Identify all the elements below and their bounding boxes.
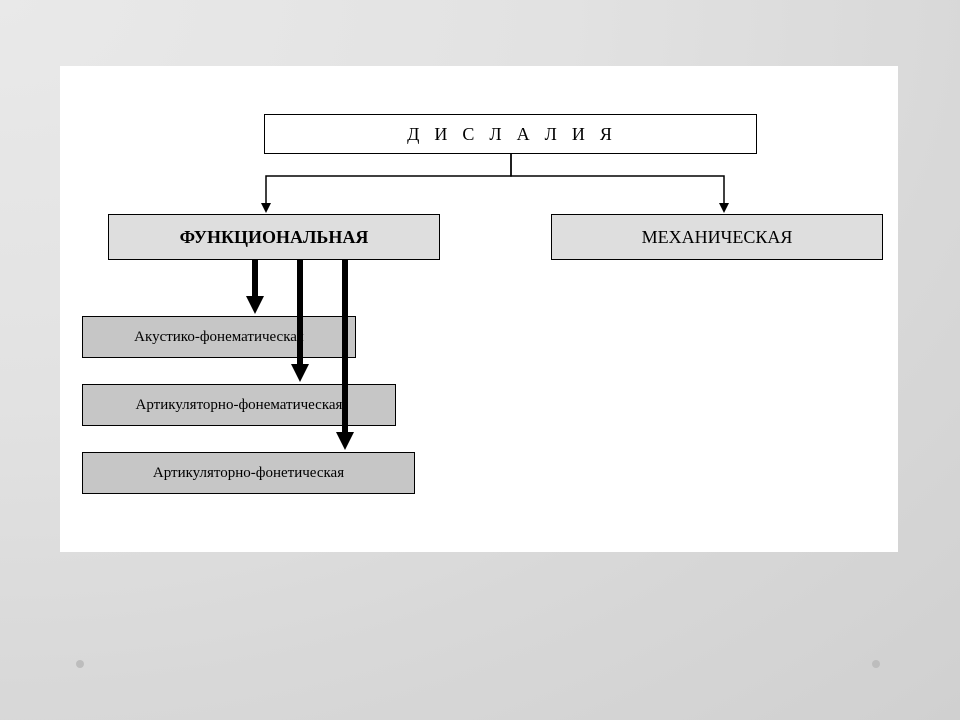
node-mechanical-label: МЕХАНИЧЕСКАЯ <box>642 227 793 248</box>
node-sub3-label: Артикуляторно-фонетическая <box>153 465 344 482</box>
dot-icon <box>872 660 880 668</box>
node-root: Д И С Л А Л И Я <box>264 114 757 154</box>
node-functional-label: ФУНКЦИОНАЛЬНАЯ <box>180 227 369 248</box>
node-sub1: Акустико-фонематическая <box>82 316 356 358</box>
node-mechanical: МЕХАНИЧЕСКАЯ <box>551 214 883 260</box>
node-sub2: Артикуляторно-фонематическая <box>82 384 396 426</box>
node-sub3: Артикуляторно-фонетическая <box>82 452 415 494</box>
dot-icon <box>76 660 84 668</box>
node-sub1-label: Акустико-фонематическая <box>134 329 304 346</box>
node-sub2-label: Артикуляторно-фонематическая <box>136 397 343 414</box>
node-functional: ФУНКЦИОНАЛЬНАЯ <box>108 214 440 260</box>
node-root-label: Д И С Л А Л И Я <box>407 124 614 145</box>
